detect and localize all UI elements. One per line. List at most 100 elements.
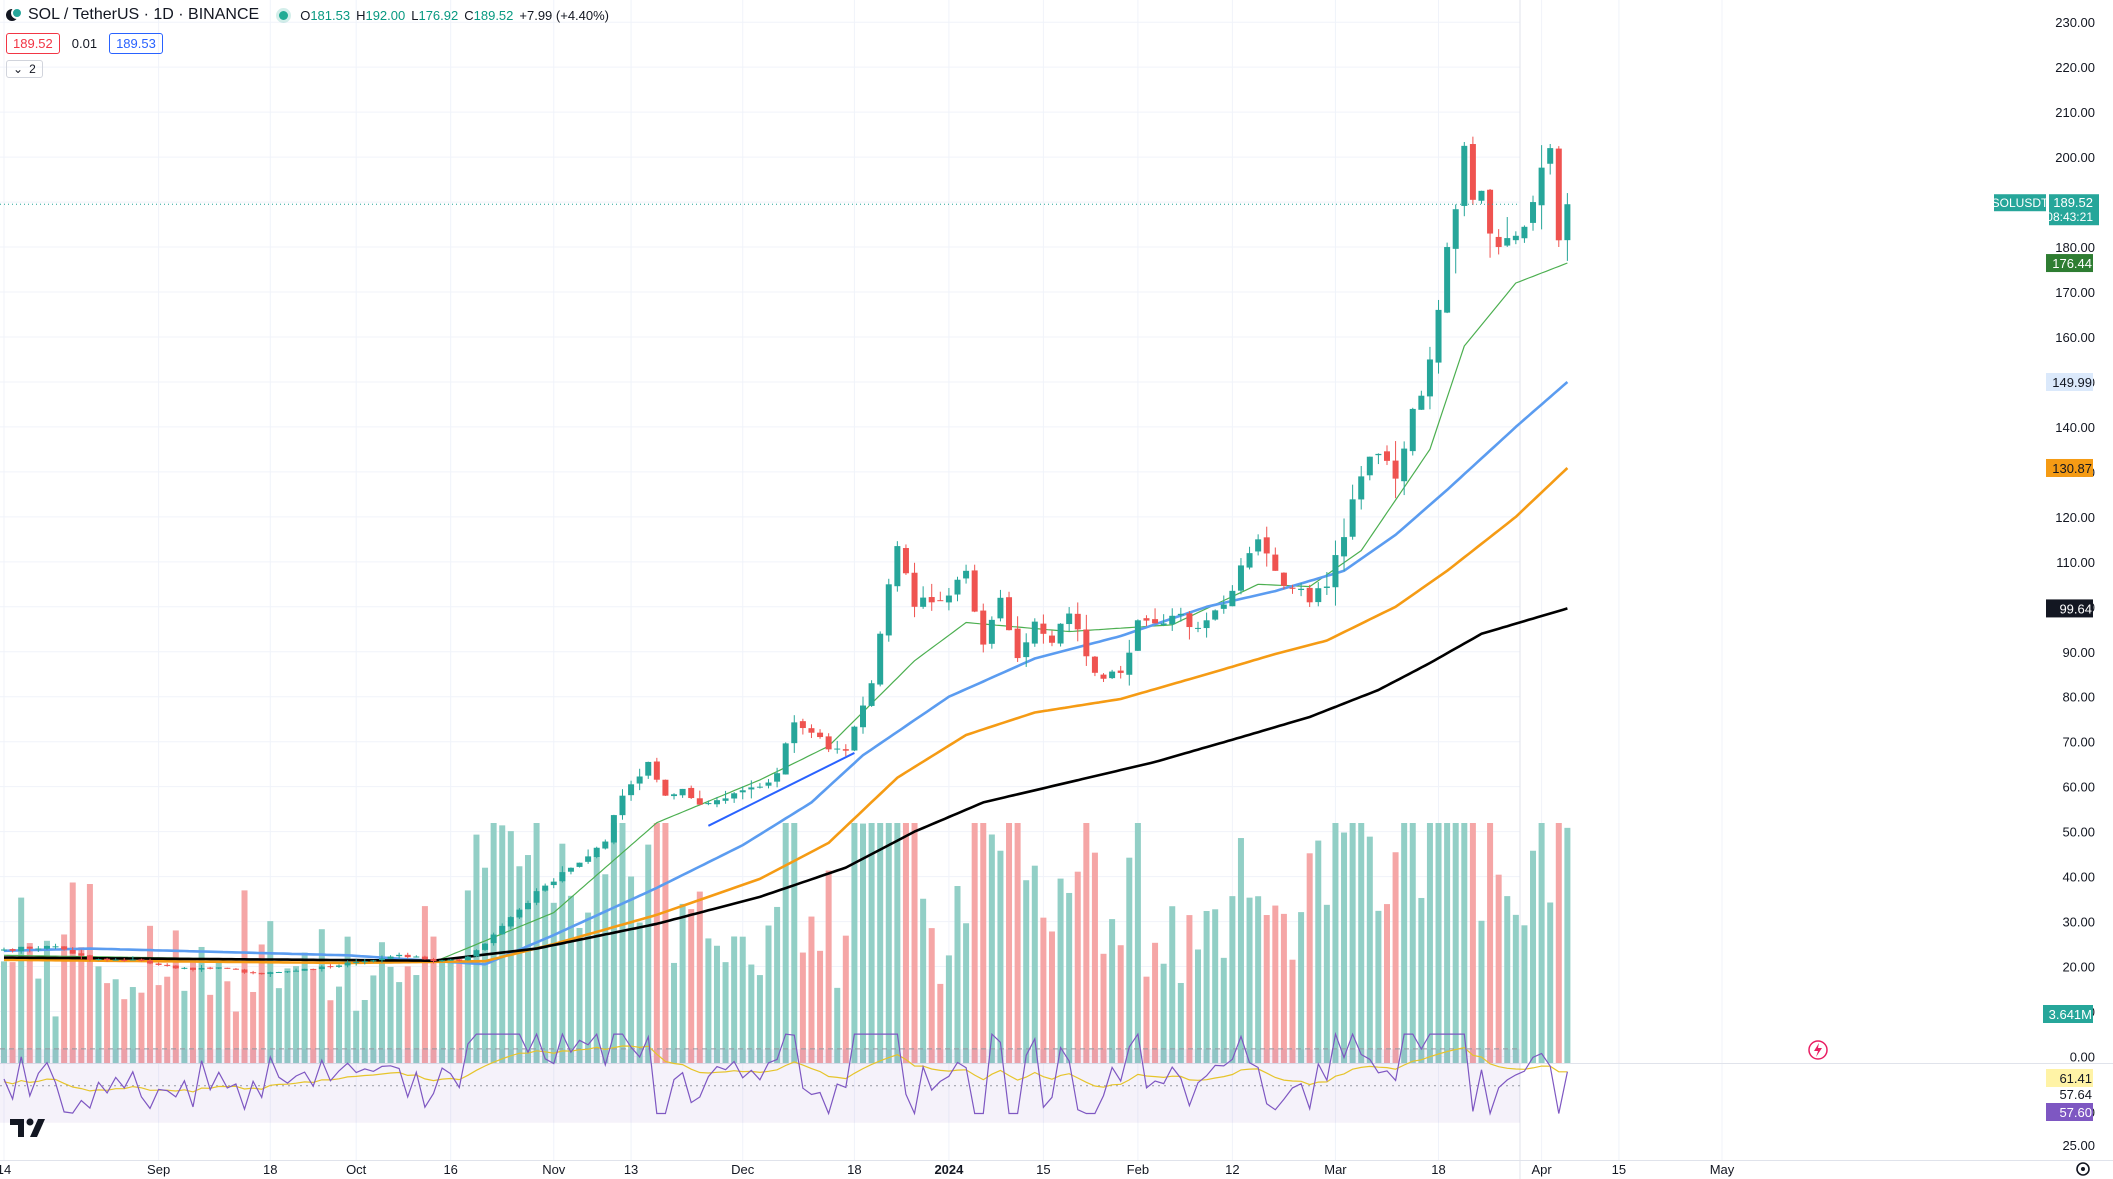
- time-axis[interactable]: 14 Sep 18 Oct 16 Nov 13 Dec 18 2024 15 Feb 12 Mar 18 Ap…: [0, 1162, 2090, 1177]
- tradingview-logo[interactable]: [10, 1115, 50, 1145]
- candle-body: [671, 794, 678, 797]
- volume-bar: [1383, 904, 1390, 1063]
- candle-body: [189, 967, 196, 970]
- volume-bar: [1392, 852, 1399, 1063]
- candle-body: [78, 953, 85, 956]
- price-tick-label: 0.00: [2070, 1050, 2095, 1065]
- volume-bar: [404, 966, 411, 1063]
- candle-body: [713, 800, 720, 805]
- candle-body: [387, 956, 394, 959]
- candle-body: [516, 909, 523, 918]
- market-open-icon: [279, 10, 289, 20]
- volume-bar: [104, 983, 111, 1063]
- candle-body: [353, 962, 360, 964]
- candle-body: [232, 968, 239, 970]
- volume-bar: [293, 966, 300, 1063]
- volume-bar: [1040, 917, 1047, 1063]
- candle-body: [61, 946, 68, 950]
- candle-body: [507, 917, 514, 927]
- candle-body: [1186, 613, 1193, 628]
- candle-body: [524, 903, 531, 910]
- candle-body: [490, 934, 497, 944]
- volume-bar: [1444, 823, 1451, 1063]
- volume-bar: [215, 961, 222, 1063]
- candle-body: [155, 963, 162, 965]
- volume-bar: [52, 1016, 59, 1063]
- volume-bar: [26, 943, 33, 1063]
- candle-body: [1332, 555, 1339, 588]
- candle-body: [645, 761, 652, 776]
- volume-bar: [868, 823, 875, 1063]
- lightning-icon[interactable]: [1808, 1040, 1828, 1060]
- price-tick-label: 120.00: [2055, 510, 2095, 525]
- price-tick-label: 210.00: [2055, 105, 2095, 120]
- volume-bar: [1358, 823, 1365, 1063]
- volume-bar: [147, 925, 154, 1063]
- candle-body: [1478, 190, 1485, 201]
- indicators-toggle[interactable]: ⌄ 2: [6, 60, 43, 78]
- rsi-tick-label: 25.00: [2062, 1138, 2095, 1153]
- volume-bar: [112, 979, 119, 1063]
- candle-body: [421, 956, 428, 960]
- candle-body: [997, 597, 1004, 619]
- volume-bar: [35, 978, 42, 1063]
- price-tick-label: 40.00: [2062, 870, 2095, 885]
- volume-bar: [705, 938, 712, 1063]
- volume-bar: [69, 882, 76, 1063]
- time-tick-label: 15: [1612, 1162, 1626, 1177]
- candle-body: [1083, 629, 1090, 657]
- volume-bar: [971, 823, 978, 1063]
- volume-bar: [207, 994, 214, 1063]
- ma200-value-tag: 99.64: [2046, 599, 2093, 618]
- gear-icon[interactable]: [2076, 1162, 2090, 1176]
- candlesticks: [0, 136, 1571, 978]
- candle-body: [748, 787, 755, 790]
- candle-body: [1091, 656, 1098, 673]
- price-tick-label: 160.00: [2055, 330, 2095, 345]
- price-tick-label: 170.00: [2055, 285, 2095, 300]
- buy-price-button[interactable]: 189.53: [109, 33, 163, 54]
- price-axis[interactable]: 230.00220.00210.00200.00190.00180.00170.…: [2055, 15, 2095, 1153]
- volume-bar: [1409, 823, 1416, 1063]
- volume-bar: [851, 823, 858, 1063]
- candle-body: [1383, 451, 1390, 461]
- volume-bar: [378, 942, 385, 1063]
- volume-bar: [1366, 836, 1373, 1063]
- candle-body: [636, 776, 643, 784]
- candle-body: [104, 958, 111, 960]
- candle-body: [1323, 586, 1330, 588]
- volume-bar: [825, 870, 832, 1063]
- volume-bar: [808, 916, 815, 1063]
- candle-body: [129, 959, 136, 961]
- candle-body: [1435, 309, 1442, 363]
- volume-bar: [361, 999, 368, 1063]
- user-trend-line[interactable]: [707, 752, 855, 827]
- candle-body: [1521, 226, 1528, 239]
- time-tick-label: Apr: [1531, 1162, 1552, 1177]
- volume-bar: [258, 944, 265, 1063]
- price-tick-label: 180.00: [2055, 240, 2095, 255]
- candle-body: [344, 962, 351, 966]
- sell-price-button[interactable]: 189.52: [6, 33, 60, 54]
- candle-body: [1263, 537, 1270, 554]
- volume-bar: [1332, 823, 1339, 1063]
- price-tag-countdown: 08:43:21: [2046, 210, 2093, 224]
- volume-bar: [164, 976, 171, 1063]
- candle-body: [258, 972, 265, 975]
- candle-body: [731, 793, 738, 799]
- candle-body: [1100, 674, 1107, 679]
- volume-bar: [1066, 892, 1073, 1063]
- volume-bar: [1023, 880, 1030, 1063]
- volume-bar: [542, 888, 549, 1063]
- volume-bar: [937, 983, 944, 1063]
- candle-body: [1195, 627, 1202, 629]
- rsi-value-tag-box: [2046, 1069, 2093, 1087]
- ma100-value-tag-box: [2046, 458, 2093, 477]
- candle-body: [696, 798, 703, 805]
- candle-body: [310, 968, 317, 970]
- symbol-title[interactable]: SOL / TetherUS · 1D · BINANCE: [28, 6, 260, 23]
- volume-bar: [928, 928, 935, 1063]
- ohlc-high: H192.00: [356, 7, 406, 23]
